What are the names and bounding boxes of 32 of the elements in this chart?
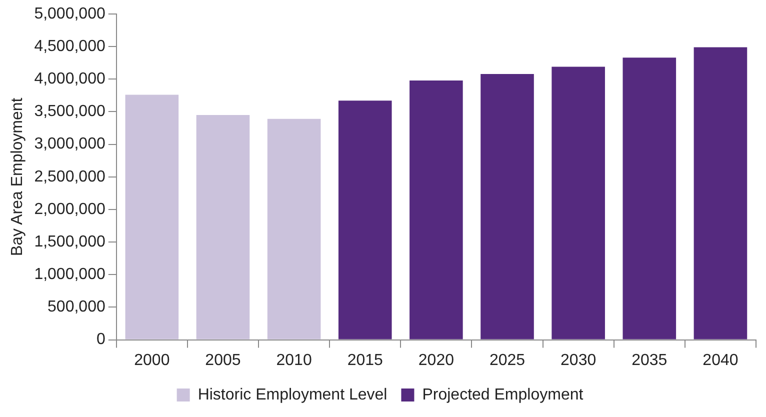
y-tick-label: 2,500,000 xyxy=(34,168,106,186)
y-tick-label: 1,000,000 xyxy=(34,266,106,284)
y-tick-label: 3,000,000 xyxy=(34,136,106,153)
bar xyxy=(694,47,748,340)
bar xyxy=(196,115,250,340)
y-tick-label: 2,000,000 xyxy=(34,200,106,218)
x-tick-label: 2020 xyxy=(418,352,454,369)
x-tick-label: 2035 xyxy=(632,352,668,369)
x-tick-label: 2015 xyxy=(347,352,384,369)
y-tick-label: 4,500,000 xyxy=(34,38,106,55)
bar xyxy=(622,58,676,340)
x-tick-label: 2005 xyxy=(205,352,241,369)
x-tick-label: 2000 xyxy=(134,352,170,369)
y-tick-label: 4,000,000 xyxy=(34,70,106,88)
x-tick-label: 2025 xyxy=(489,352,526,369)
bar xyxy=(410,80,463,340)
legend-label: Historic Employment Level xyxy=(198,386,388,404)
bar xyxy=(552,66,605,340)
legend-label: Projected Employment xyxy=(422,386,584,404)
y-tick-label: 0 xyxy=(96,331,106,348)
x-tick-label: 2010 xyxy=(276,352,312,369)
y-tick-label: 3,500,000 xyxy=(34,103,106,120)
y-tick-label: 5,000,000 xyxy=(34,5,106,22)
x-tick-label: 2040 xyxy=(702,352,738,369)
bar xyxy=(267,118,321,340)
bar xyxy=(338,100,392,340)
bar xyxy=(125,94,179,340)
bar xyxy=(480,74,534,340)
y-axis-title: Bay Area Employment xyxy=(9,97,26,256)
y-tick-label: 1,500,000 xyxy=(34,233,106,250)
y-tick-label: 500,000 xyxy=(48,298,106,316)
x-tick-label: 2030 xyxy=(560,352,596,369)
